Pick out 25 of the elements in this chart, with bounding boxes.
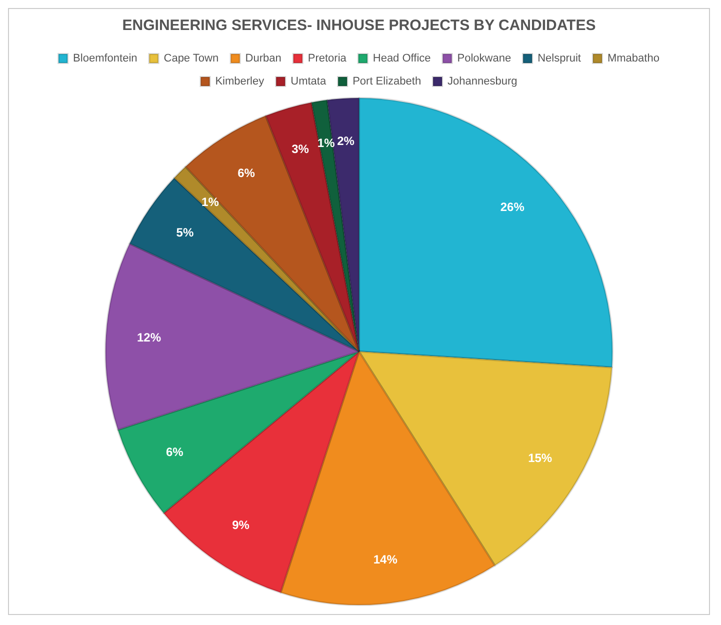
- legend-label: Cape Town: [164, 52, 219, 65]
- chart-title: ENGINEERING SERVICES- INHOUSE PROJECTS BY CANDIDATES: [122, 17, 596, 34]
- legend-label: Bloemfontein: [73, 52, 138, 65]
- data-label: 5%: [176, 226, 194, 240]
- legend-label: Johannesburg: [448, 76, 518, 88]
- data-label: 2%: [337, 134, 355, 148]
- data-label: 14%: [373, 552, 398, 567]
- legend-label: Head Office: [372, 52, 431, 65]
- data-label: 1%: [317, 136, 336, 150]
- legend-label: Kimberley: [215, 76, 265, 88]
- legend-label: Durban: [245, 52, 282, 65]
- data-label: 9%: [232, 518, 250, 532]
- legend-label: Nelspruit: [538, 52, 581, 65]
- legend-label: Port Elizabeth: [352, 76, 422, 88]
- legend-label: Polokwane: [457, 52, 512, 65]
- legend-label: Pretoria: [308, 52, 348, 65]
- data-label: 26%: [500, 200, 525, 214]
- data-label: 12%: [136, 330, 162, 345]
- data-label: 6%: [238, 166, 256, 180]
- legend-label: Umtata: [290, 76, 327, 88]
- legend-label: Mmabatho: [607, 52, 660, 65]
- data-label: 15%: [528, 450, 552, 465]
- data-label: 1%: [202, 195, 220, 210]
- data-label: 6%: [166, 445, 184, 460]
- data-label: 3%: [292, 142, 310, 156]
